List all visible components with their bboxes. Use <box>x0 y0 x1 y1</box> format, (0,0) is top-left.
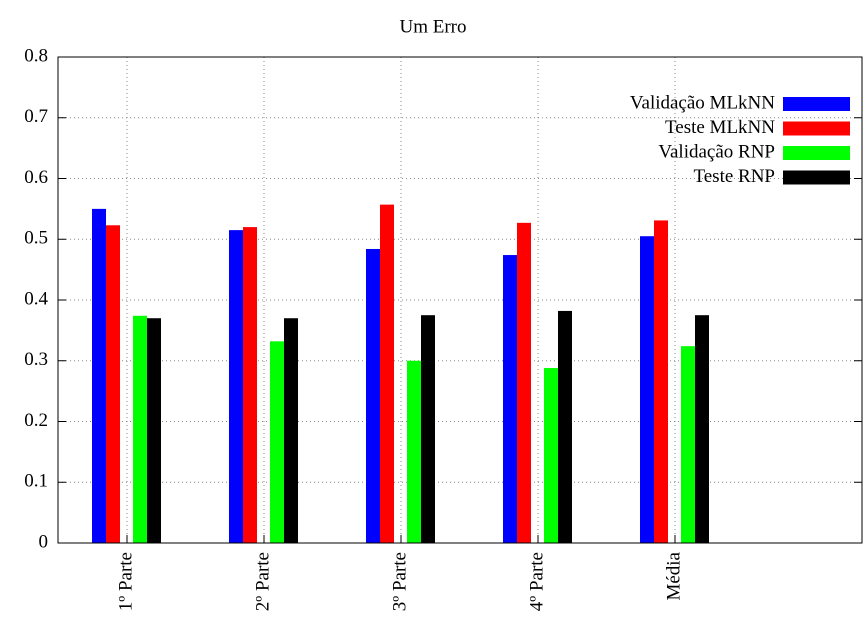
x-tick-label: Média <box>663 551 684 600</box>
x-tick-label: 1º Parte <box>115 552 136 611</box>
y-tick-label: 0.2 <box>24 410 48 431</box>
bar <box>366 248 380 543</box>
bar <box>517 222 531 543</box>
bar <box>147 318 161 543</box>
bar <box>654 220 668 544</box>
legend-swatch <box>783 146 850 160</box>
plot-frame <box>57 56 863 544</box>
y-tick-label: 0.5 <box>24 228 48 249</box>
bar <box>243 227 257 543</box>
y-tick-label: 0.1 <box>24 471 48 492</box>
legend-label: Teste MLkNN <box>665 117 775 138</box>
x-tick-label: 2º Parte <box>252 552 273 611</box>
bar <box>695 315 709 543</box>
bar <box>229 230 243 543</box>
legend-swatch <box>783 121 850 136</box>
bar <box>380 204 394 543</box>
y-tick-label: 0 <box>39 531 49 552</box>
bar <box>270 341 284 543</box>
bar <box>640 236 654 543</box>
bar <box>503 255 517 544</box>
bar <box>544 368 558 543</box>
bar <box>558 310 572 543</box>
x-tick-label: 4º Parte <box>526 552 547 611</box>
bar <box>284 318 298 543</box>
bar <box>421 315 435 543</box>
y-tick-label: 0.8 <box>24 45 48 66</box>
bar <box>106 225 120 543</box>
legend-swatch <box>783 170 850 185</box>
bar <box>133 315 147 543</box>
chart-title: Um Erro <box>399 16 466 37</box>
legend-label: Validação MLkNN <box>630 92 775 113</box>
y-tick-label: 0.6 <box>24 167 48 188</box>
bar <box>681 346 695 543</box>
legend-label: Teste RNP <box>693 166 775 187</box>
y-tick-label: 0.7 <box>24 106 48 127</box>
legend-swatch <box>783 97 850 111</box>
y-tick-label: 0.3 <box>24 349 48 370</box>
legend-label: Validação RNP <box>658 141 775 162</box>
bar <box>92 208 106 543</box>
bar <box>407 360 421 543</box>
y-tick-label: 0.4 <box>24 288 48 309</box>
x-tick-label: 3º Parte <box>389 552 410 611</box>
